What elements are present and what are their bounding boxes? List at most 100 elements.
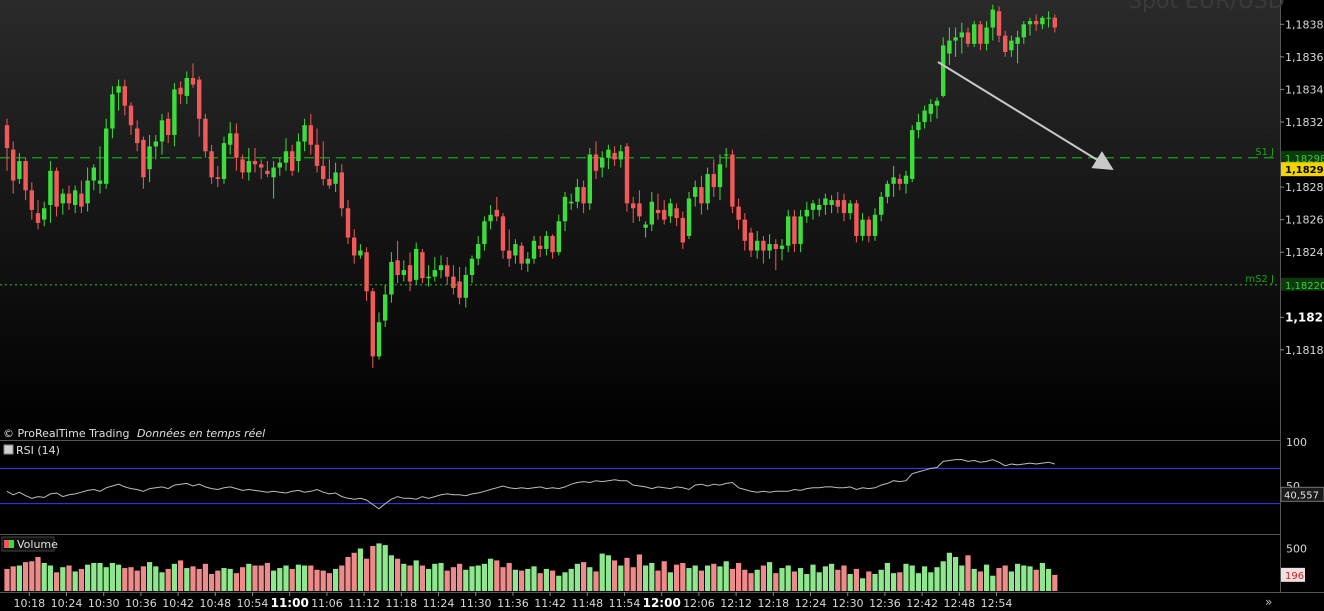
- volume-bar: [171, 563, 177, 591]
- volume-bar: [264, 562, 270, 591]
- time-axis-label: 12:12: [720, 597, 752, 610]
- candle-body: [1052, 17, 1057, 28]
- volume-bar: [426, 568, 432, 591]
- candle-body: [414, 248, 419, 280]
- volume-bar: [190, 566, 196, 591]
- volume-bar: [240, 567, 246, 591]
- volume-bar: [996, 568, 1002, 591]
- candle-body: [581, 187, 586, 204]
- candle-body: [686, 198, 692, 236]
- candle-body: [947, 40, 952, 54]
- rsi-panel-bg: [0, 441, 1280, 533]
- volume-bar: [680, 562, 686, 591]
- candle-body: [333, 172, 338, 184]
- candle-body: [141, 139, 146, 178]
- candle-body: [445, 265, 450, 277]
- candle-body: [934, 100, 940, 106]
- candle-body: [767, 244, 772, 251]
- candle-body: [990, 9, 995, 28]
- volume-bar: [736, 562, 742, 591]
- volume-bar: [1002, 565, 1008, 591]
- candle-body: [748, 232, 754, 251]
- volume-bar: [624, 557, 630, 591]
- volume-bar: [413, 560, 419, 591]
- candle-body: [649, 201, 654, 225]
- volume-bar: [277, 568, 283, 591]
- volume-bar: [289, 568, 295, 591]
- price-axis-label: 1,1836: [1285, 51, 1324, 64]
- candle-body: [823, 198, 828, 205]
- volume-bar: [773, 573, 779, 591]
- candle-body: [593, 154, 599, 171]
- candle-body: [147, 146, 152, 170]
- candle-body: [116, 86, 121, 93]
- volume-legend-swatch-up: [9, 540, 14, 548]
- level-name: S1 J: [1255, 147, 1274, 158]
- price-axis-label: 1,1828: [1285, 181, 1324, 194]
- rsi-axis-label: 100: [1286, 436, 1307, 449]
- volume-bar: [872, 574, 878, 591]
- volume-bar: [760, 565, 766, 591]
- volume-bar: [630, 567, 636, 591]
- time-axis-label: 10:18: [13, 597, 45, 610]
- volume-bar: [977, 571, 983, 591]
- candle-body: [978, 24, 983, 44]
- volume-bar: [178, 560, 184, 591]
- volume-bar: [500, 567, 506, 591]
- candle-body: [314, 144, 320, 166]
- candle-body: [872, 214, 878, 236]
- candle-body: [370, 291, 375, 357]
- volume-bar: [395, 558, 401, 591]
- volume-bar: [134, 570, 140, 591]
- candle-body: [711, 174, 716, 188]
- candle-body: [407, 265, 413, 282]
- candle-body: [1027, 21, 1033, 25]
- volume-bar: [202, 563, 208, 591]
- volume-bar: [779, 568, 785, 591]
- candle-body: [451, 276, 456, 289]
- volume-bar: [444, 570, 450, 591]
- candle-body: [662, 209, 667, 220]
- volume-bar: [711, 563, 717, 591]
- candle-body: [519, 245, 524, 264]
- volume-bar: [643, 565, 649, 591]
- candle-body: [438, 265, 444, 271]
- volume-bar: [860, 578, 866, 591]
- credit-text: © ProRealTime Trading Données en temps r…: [3, 427, 265, 440]
- candle-body: [569, 201, 574, 204]
- candle-body: [637, 203, 642, 217]
- volume-bar: [649, 562, 655, 591]
- candle-body: [321, 165, 326, 179]
- candle-body: [854, 203, 859, 236]
- candle-body: [54, 170, 59, 207]
- volume-bar: [333, 568, 339, 591]
- volume-bar: [438, 562, 444, 591]
- scroll-right-icon[interactable]: »: [1265, 595, 1272, 609]
- candle-body: [525, 258, 530, 264]
- candle-body: [159, 120, 165, 142]
- candle-body: [23, 161, 28, 191]
- rsi-legend-swatch: [3, 444, 14, 455]
- volume-bar: [729, 568, 735, 591]
- candle-body: [135, 128, 140, 144]
- volume-bar: [543, 568, 549, 591]
- candle-body: [35, 213, 41, 223]
- volume-bar: [655, 570, 661, 591]
- candle-body: [817, 204, 822, 210]
- candle-body: [655, 209, 661, 214]
- volume-bar: [990, 575, 996, 591]
- time-axis-label: 12:06: [683, 597, 715, 610]
- time-axis-label: 10:24: [51, 597, 83, 610]
- volume-bar: [463, 569, 469, 591]
- volume-bar: [345, 557, 351, 591]
- candle-body: [166, 118, 171, 135]
- volume-bar: [574, 563, 580, 591]
- volume-bar: [636, 554, 642, 591]
- candle-body: [916, 121, 921, 131]
- candle-body: [575, 187, 580, 202]
- candle-body: [866, 219, 871, 236]
- candle-body: [60, 193, 65, 204]
- volume-bar: [54, 572, 60, 591]
- candle-body: [1015, 37, 1020, 44]
- volume-bar: [1008, 571, 1014, 591]
